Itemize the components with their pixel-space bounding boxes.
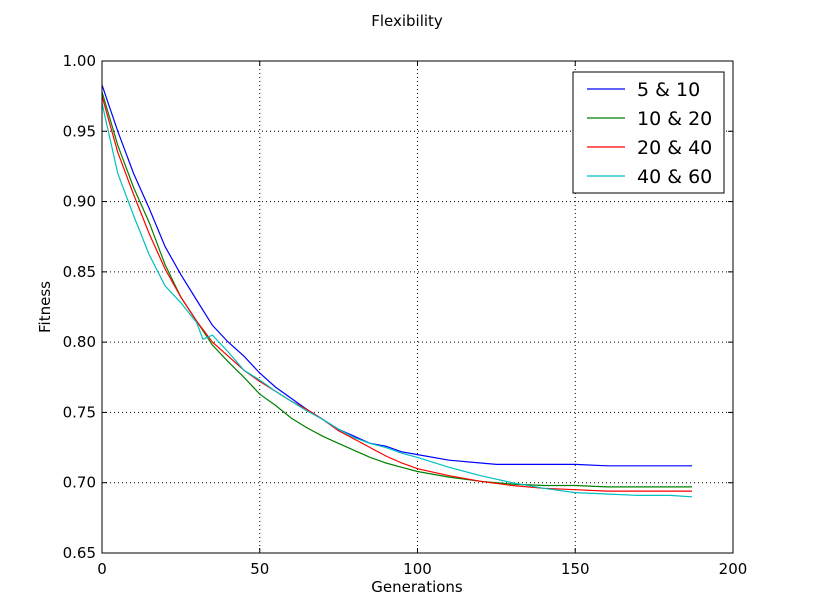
chart-title: Flexibility	[371, 12, 443, 30]
y-tick-label: 1.00	[63, 52, 96, 70]
y-tick-label: 0.70	[63, 474, 96, 492]
x-tick-label: 0	[97, 560, 107, 578]
legend: 5 & 10 10 & 20 20 & 40 40 & 60	[572, 71, 725, 194]
x-axis-label: Generations	[371, 578, 463, 596]
x-tick-label: 50	[250, 560, 269, 578]
series-lines	[101, 84, 693, 498]
y-tick-label: 0.75	[63, 403, 96, 421]
legend-box	[572, 71, 725, 194]
x-tick-label: 100	[403, 560, 432, 578]
y-axis-label: Fitness	[36, 281, 54, 333]
y-tick-label: 0.90	[63, 193, 96, 211]
legend-label: 5 & 10	[637, 79, 700, 101]
y-tick-label: 0.65	[63, 544, 96, 562]
y-tick-label: 0.85	[63, 263, 96, 281]
legend-label: 20 & 40	[637, 137, 712, 159]
legend-label: 10 & 20	[637, 108, 712, 130]
y-tick-label: 0.95	[63, 122, 96, 140]
y-tick-label: 0.80	[63, 333, 96, 351]
series-line	[101, 103, 693, 498]
axis-ticks: 0 50 100 150 200 0.65 0.70 0.75 0.80 0.85 0.90 0.95…	[63, 52, 748, 578]
x-tick-label: 150	[561, 560, 590, 578]
x-tick-label: 200	[719, 560, 748, 578]
legend-label: 40 & 60	[637, 166, 712, 188]
